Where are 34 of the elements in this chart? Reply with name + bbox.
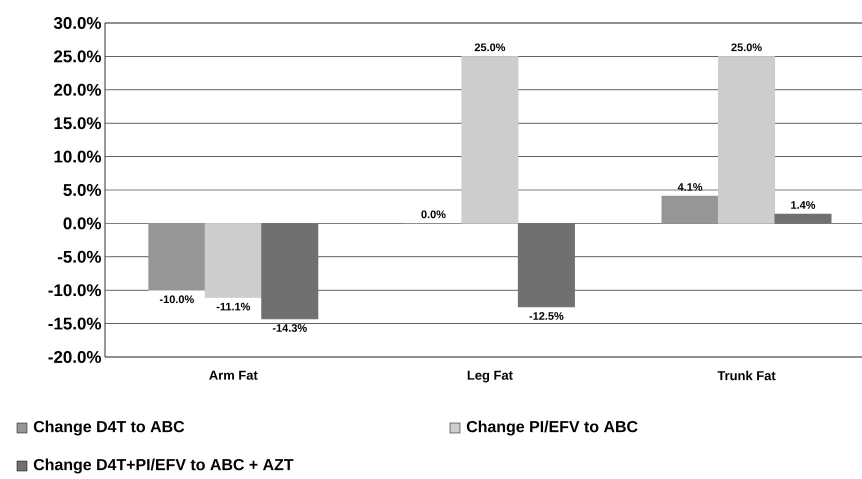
- bar: [204, 223, 262, 298]
- data-label: -14.3%: [272, 324, 307, 332]
- y-tick-label: 30.0%: [54, 16, 102, 29]
- bar: [774, 214, 832, 224]
- bar: [261, 223, 318, 320]
- legend-label: Change PI/EFV to ABC: [466, 420, 638, 436]
- y-tick-label: 20.0%: [54, 84, 102, 96]
- bar: [461, 56, 518, 224]
- bar: [662, 196, 719, 224]
- x-tick-label: Trunk Fat: [718, 370, 776, 380]
- data-label: 1.4%: [791, 201, 816, 209]
- x-tick-label: Leg Fat: [468, 370, 513, 382]
- data-label: 0.0%: [421, 210, 446, 218]
- data-label: -11.1%: [216, 302, 250, 310]
- y-tick-label: 5.0%: [63, 184, 102, 196]
- y-tick-label: -10.0%: [48, 284, 102, 296]
- y-tick-label: 10.0%: [54, 150, 102, 163]
- data-label: 25.0%: [731, 43, 762, 52]
- y-tick-label: 15.0%: [54, 117, 102, 130]
- data-label: -12.5%: [529, 312, 564, 320]
- legend-label: Change D4T+PI/EFV to ABC + AZT: [34, 458, 294, 474]
- x-tick-label: Arm Fat: [209, 370, 258, 380]
- y-tick-label: -15.0%: [48, 318, 102, 330]
- y-tick-label: 25.0%: [54, 50, 102, 62]
- bar: [518, 223, 575, 308]
- legend-label: Change D4T to ABC: [34, 420, 184, 436]
- data-label: 4.1%: [678, 183, 702, 191]
- data-label: -10.0%: [160, 295, 194, 304]
- y-tick-label: 0.0%: [64, 217, 102, 230]
- y-tick-label: -20.0%: [48, 351, 102, 363]
- y-tick-label: -5.0%: [58, 250, 102, 263]
- bar: [148, 223, 206, 290]
- data-label: 25.0%: [474, 43, 506, 52]
- bar: [718, 56, 776, 224]
